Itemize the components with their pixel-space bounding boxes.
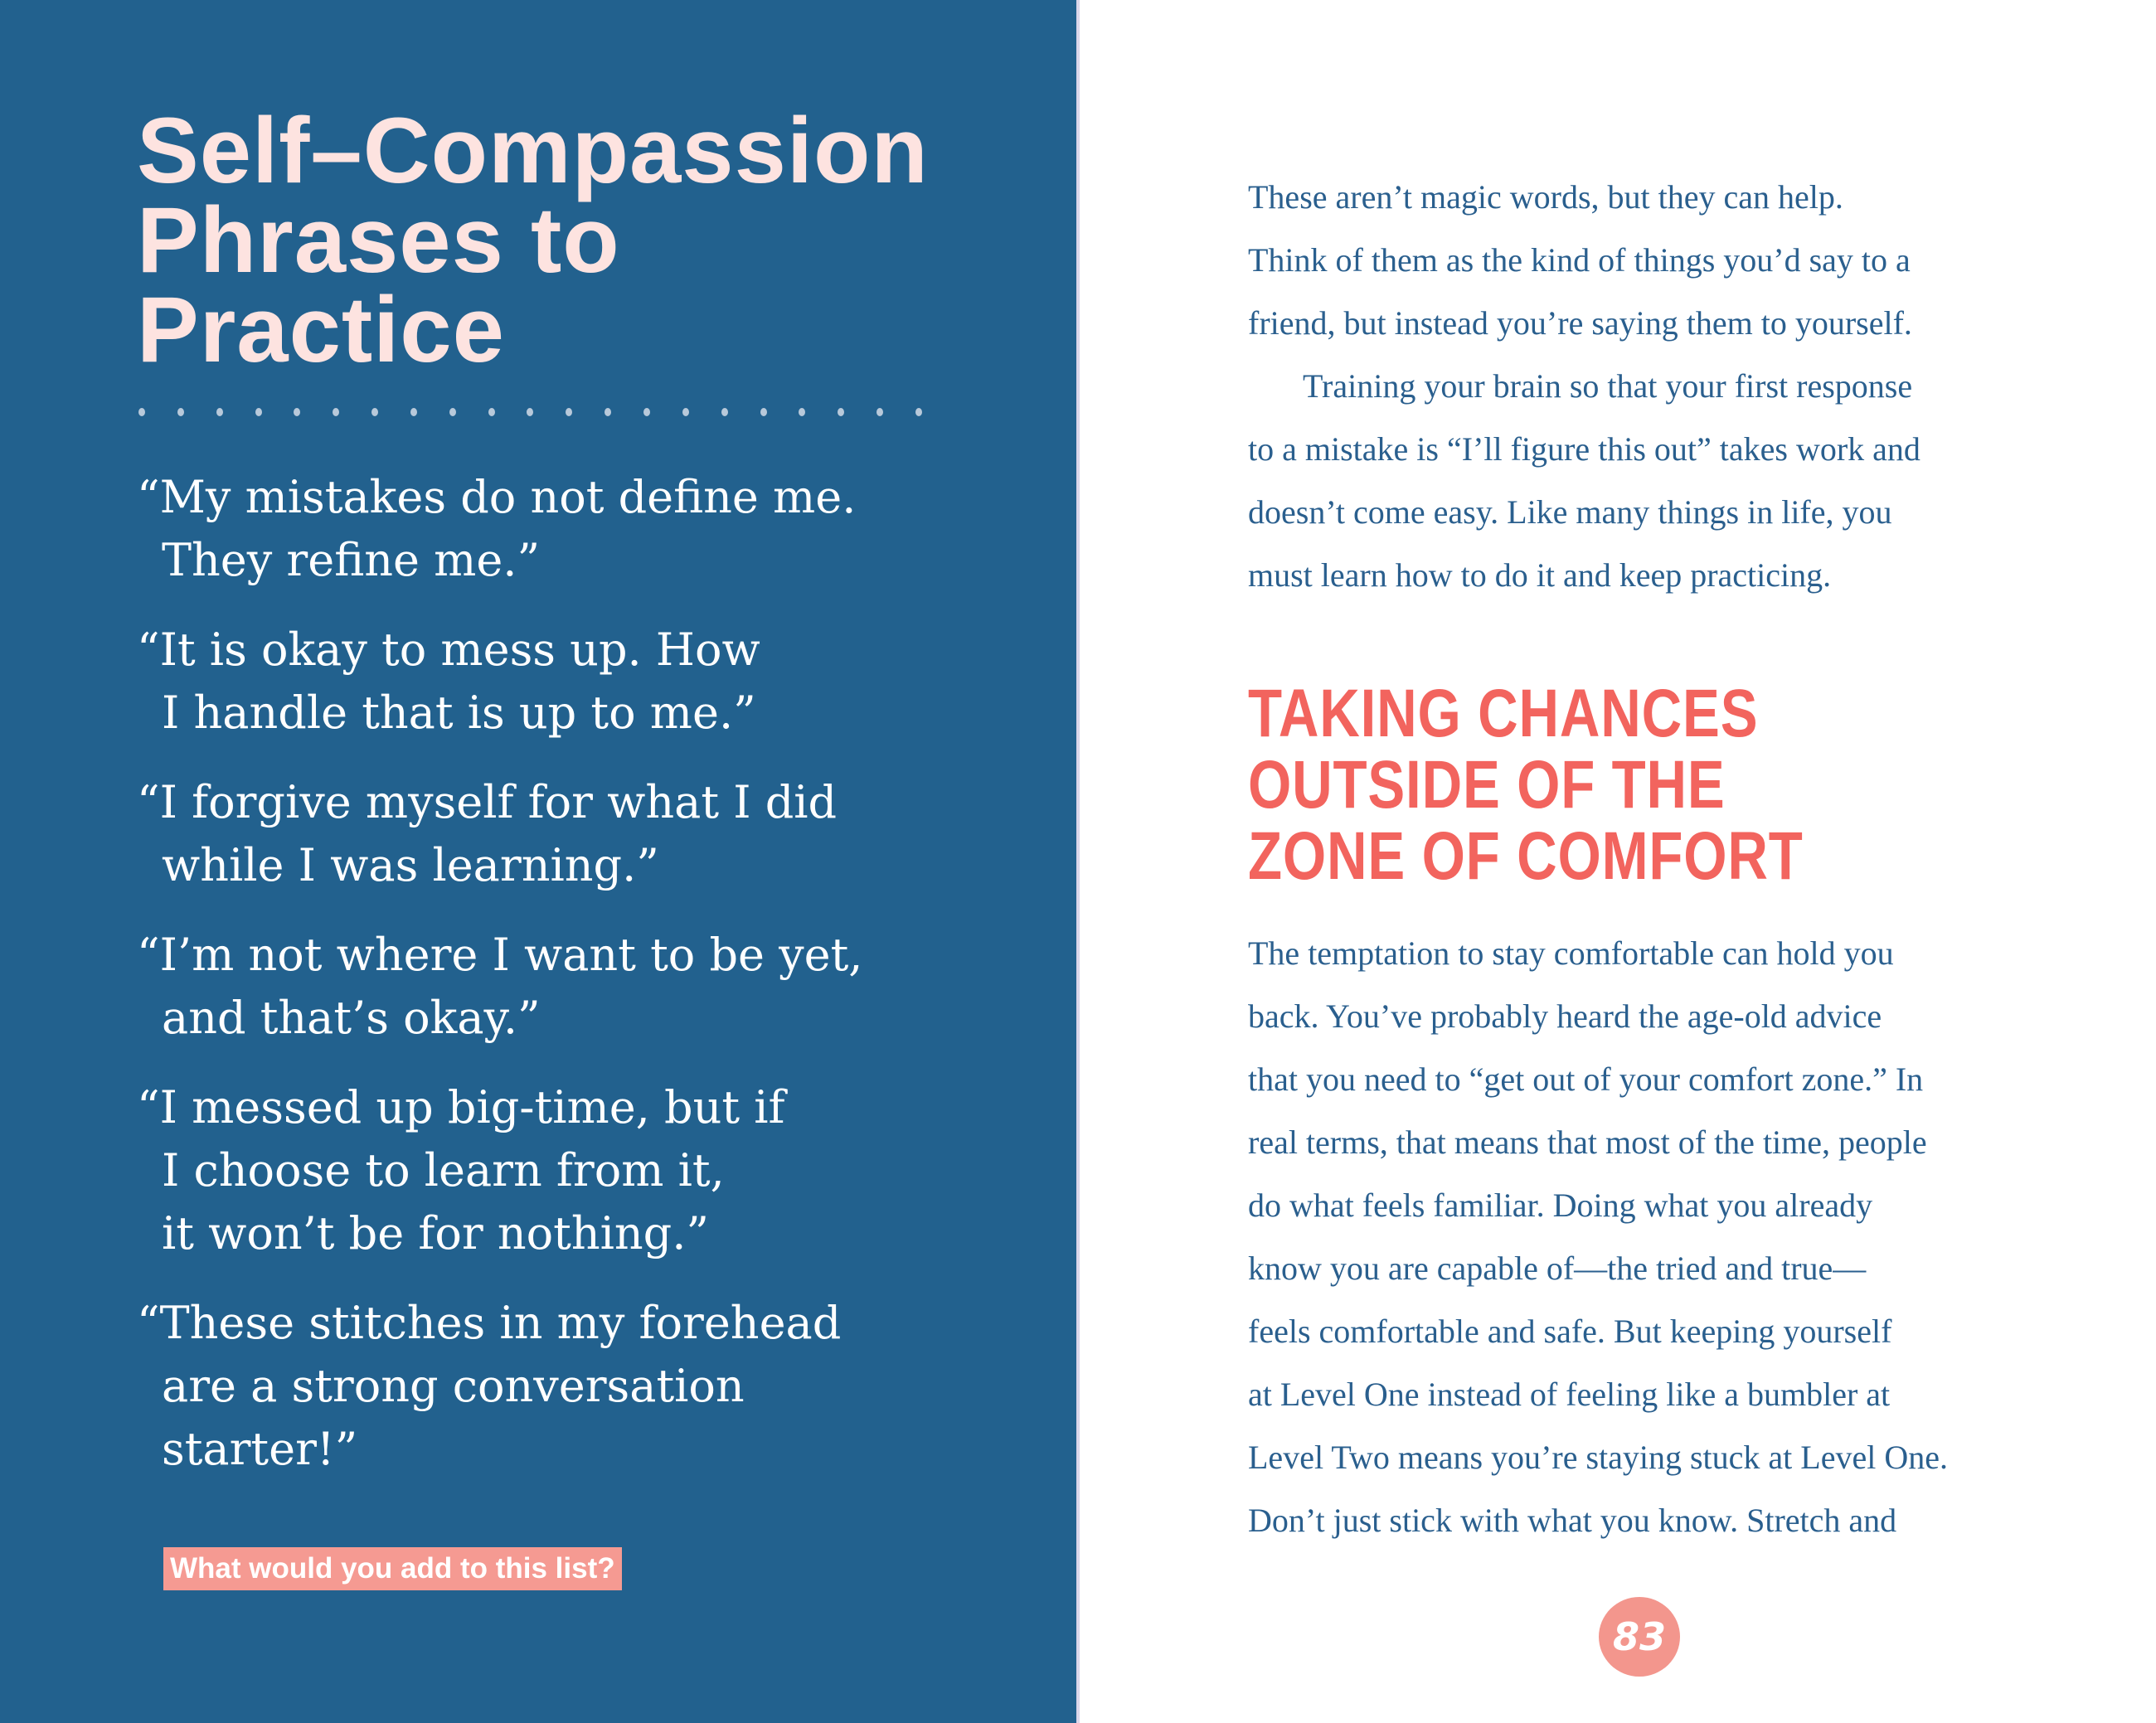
section-heading: TAKING CHANCES OUTSIDE OF THE ZONE OF CO… <box>1248 678 1804 892</box>
phrase-item: “These stitches in my forehead are a stro… <box>137 1292 862 1481</box>
phrase-item: “I forgive myself for what I did while I … <box>137 771 862 897</box>
divider-dot <box>605 408 612 416</box>
divider-dot <box>682 408 689 416</box>
phrase-line: “I messed up big-time, but if <box>137 1081 785 1133</box>
divider-dot <box>527 408 534 416</box>
text-line: at Level One instead of feeling like a b… <box>1248 1376 1891 1413</box>
heading-line: ZONE OF COMFORT <box>1248 818 1804 894</box>
divider-dot <box>876 408 884 416</box>
section-paragraph: The temptation to stay comfortable can h… <box>1248 922 1948 1552</box>
heading-line: TAKING CHANCES <box>1248 676 1759 751</box>
divider-dot <box>371 408 379 416</box>
phrase-line: it won’t be for nothing.” <box>162 1207 709 1259</box>
divider-dot <box>760 408 767 416</box>
phrase-item: “I messed up big-time, but if I choose to… <box>137 1076 862 1265</box>
phrase-line: “I’m not where I want to be yet, <box>137 929 863 981</box>
dotted-divider <box>138 408 922 416</box>
phrase-line: starter!” <box>162 1423 358 1475</box>
prompt-badge: What would you add to this list? <box>163 1547 622 1590</box>
text-line: The temptation to stay comfortable can h… <box>1248 934 1894 972</box>
page-title: Self–Compassion Phrases to Practice <box>137 99 929 381</box>
divider-dot <box>255 408 262 416</box>
text-line: Don’t just stick with what you know. Str… <box>1248 1502 1897 1539</box>
phrase-line: “My mistakes do not define me. <box>137 471 857 523</box>
text-line: to a mistake is “I’ll figure this out” t… <box>1248 430 1920 468</box>
text-line: Think of them as the kind of things you’… <box>1248 241 1911 279</box>
title-line: Phrases to <box>137 188 620 292</box>
divider-dot <box>643 408 650 416</box>
divider-dot <box>488 408 495 416</box>
divider-dot <box>566 408 573 416</box>
title-line: Self–Compassion <box>137 99 929 202</box>
page-gutter <box>1076 0 1080 1723</box>
text-line: Training your brain so that your first r… <box>1303 367 1913 405</box>
phrase-line: They refine me.” <box>162 534 541 586</box>
phrase-line: are a strong conversation <box>162 1360 745 1412</box>
text-line: feels comfortable and safe. But keeping … <box>1248 1313 1892 1350</box>
phrase-item: “It is okay to mess up. How I handle that… <box>137 619 862 745</box>
divider-dot <box>449 408 456 416</box>
text-line: real terms, that means that most of the … <box>1248 1124 1927 1161</box>
text-line: must learn how to do it and keep practic… <box>1248 556 1832 594</box>
divider-dot <box>799 408 806 416</box>
phrase-list: “My mistakes do not define me. They refin… <box>137 466 862 1481</box>
page-number: 83 <box>1599 1597 1680 1677</box>
intro-paragraph: These aren’t magic words, but they can h… <box>1248 166 1920 607</box>
divider-dot <box>333 408 340 416</box>
divider-dot <box>410 408 417 416</box>
phrase-line: “It is okay to mess up. How <box>137 624 760 676</box>
text-line: do what feels familiar. Doing what you a… <box>1248 1187 1873 1224</box>
heading-line: OUTSIDE OF THE <box>1248 747 1726 823</box>
left-page: Self–Compassion Phrases to Practice “My … <box>0 0 1076 1723</box>
phrase-line: I handle that is up to me.” <box>162 687 756 739</box>
phrase-line: and that’s okay.” <box>162 992 541 1044</box>
text-line: These aren’t magic words, but they can h… <box>1248 178 1843 216</box>
phrase-line: I choose to learn from it, <box>162 1144 725 1196</box>
divider-dot <box>177 408 184 416</box>
divider-dot <box>838 408 845 416</box>
text-line: doesn’t come easy. Like many things in l… <box>1248 493 1892 531</box>
text-line: back. You’ve probably heard the age-old … <box>1248 997 1882 1035</box>
phrase-line: “I forgive myself for what I did <box>137 776 838 828</box>
divider-dot <box>294 408 301 416</box>
divider-dot <box>721 408 728 416</box>
text-line: Level Two means you’re staying stuck at … <box>1248 1439 1948 1476</box>
text-line: that you need to “get out of your comfor… <box>1248 1060 1924 1098</box>
phrase-line: “These stitches in my forehead <box>137 1297 842 1349</box>
divider-dot <box>138 408 145 416</box>
divider-dot <box>216 408 223 416</box>
title-line: Practice <box>137 278 505 381</box>
phrase-line: while I was learning.” <box>162 839 659 891</box>
text-line: know you are capable of—the tried and tr… <box>1248 1250 1867 1287</box>
text-line: friend, but instead you’re saying them t… <box>1248 304 1912 342</box>
phrase-item: “My mistakes do not define me. They refin… <box>137 466 862 592</box>
divider-dot <box>915 408 922 416</box>
phrase-item: “I’m not where I want to be yet, and that… <box>137 924 862 1050</box>
